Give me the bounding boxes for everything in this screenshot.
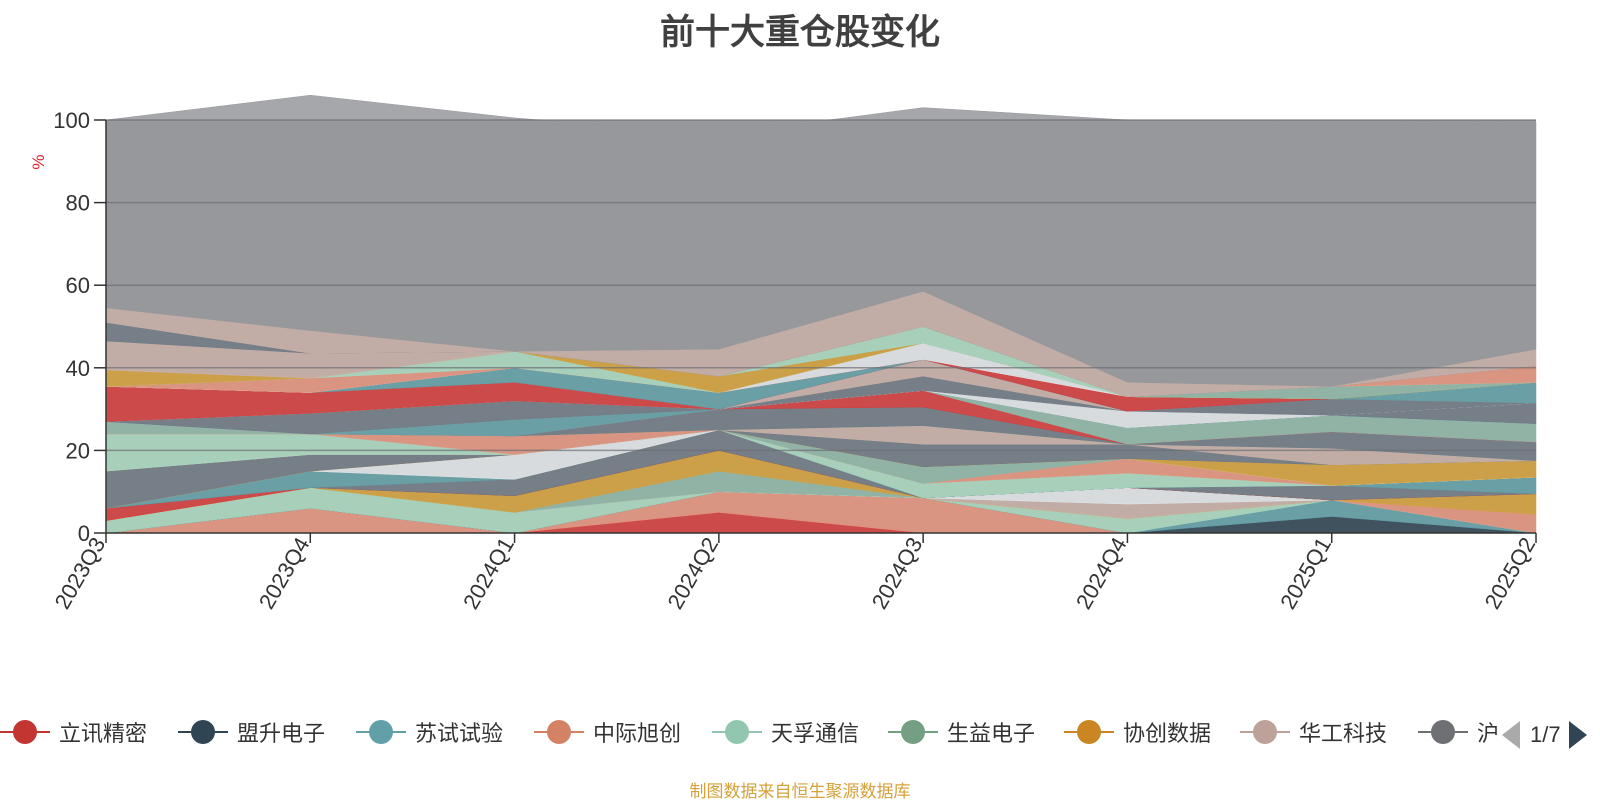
legend-marker-icon [356,718,406,746]
y-tick-label: 60 [66,273,90,298]
legend-item[interactable]: 苏试试验 [356,712,503,752]
legend-dot [725,720,749,744]
x-tick-label: 2023Q4 [254,533,315,613]
legend-label: 盟升电子 [237,721,326,746]
legend-label: 中际旭创 [593,721,682,746]
chart-title: 前十大重仓股变化 [659,13,940,52]
x-tick-label: 2024Q3 [867,533,928,613]
legend-marker-icon [0,718,50,746]
legend-marker-icon [712,718,762,746]
legend-marker-icon [534,718,584,746]
y-tick-label: 40 [66,356,90,381]
legend-dot [901,720,925,744]
legend-label: 天孚通信 [771,721,860,746]
y-axis-unit: % [29,154,48,169]
legend-label: 沪 [1477,721,1500,746]
legend-label: 苏试试验 [415,721,504,746]
y-tick-label: 20 [66,438,90,463]
legend-item[interactable]: 沪 [1418,712,1499,752]
legend-marker-icon [1064,718,1114,746]
legend-dot [547,720,571,744]
legend-dot [1431,720,1455,744]
x-tick-label: 2024Q4 [1071,533,1132,613]
legend-item[interactable]: 华工科技 [1240,712,1387,752]
x-tick-label: 2024Q1 [458,533,519,613]
next-page-arrow-icon[interactable] [1568,721,1587,749]
legend-item[interactable]: 立讯精密 [0,712,147,752]
legend-pager: 1/7 [1500,715,1600,755]
legend-marker-icon [888,718,938,746]
legend-marker-icon [178,718,228,746]
y-tick-label: 100 [53,108,90,133]
legend-marker-icon [1418,718,1468,746]
legend-dot [1077,720,1101,744]
area-series-48 [105,94,1537,387]
x-tick-label: 2025Q1 [1275,533,1336,613]
legend-label: 协创数据 [1123,721,1212,746]
x-tick-label: 2025Q2 [1480,533,1541,613]
legend-item[interactable]: 生益电子 [888,712,1035,752]
legend-dot [191,720,215,744]
legend-item[interactable]: 协创数据 [1064,712,1211,752]
legend-item[interactable]: 中际旭创 [534,712,681,752]
y-tick-label: 0 [78,521,90,546]
data-source-footer: 制图数据来自恒生聚源数据库 [689,782,911,801]
legend-label: 生益电子 [947,721,1036,746]
legend-page-indicator: 1/7 [1530,722,1561,747]
legend-dot [13,720,37,744]
legend-label: 华工科技 [1299,721,1388,746]
legend-dot [369,720,393,744]
legend-item[interactable]: 盟升电子 [178,712,325,752]
legend: 立讯精密 盟升电子 苏试试验 中际旭创 天孚通信 生益电子 协创数据 华工科技 沪 [0,712,1505,752]
legend-item[interactable]: 天孚通信 [712,712,859,752]
legend-label: 立讯精密 [59,721,148,746]
y-tick-label: 80 [66,191,90,216]
legend-dot [1253,720,1277,744]
x-tick-label: 2024Q2 [662,533,723,613]
previous-page-arrow-icon[interactable] [1502,721,1520,749]
legend-marker-icon [1240,718,1290,746]
